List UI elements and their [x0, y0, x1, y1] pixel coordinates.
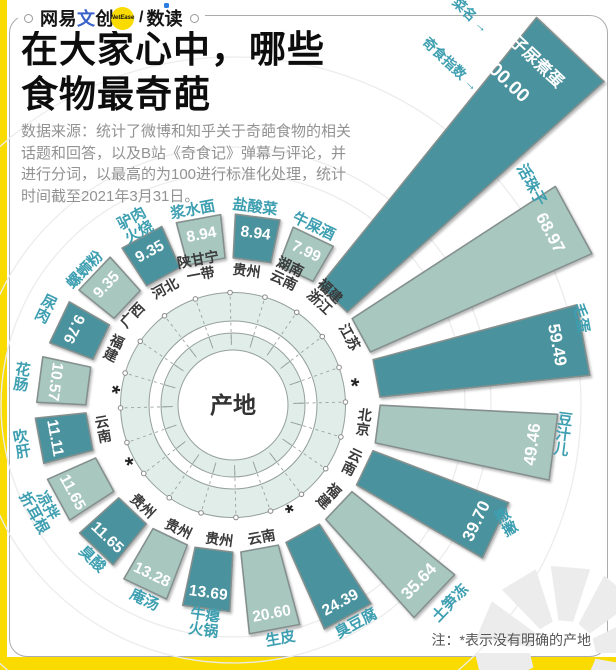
connector-dot-icon	[190, 13, 200, 23]
connector-dot-icon	[24, 13, 33, 23]
netease-badge-icon: NetEase	[111, 6, 134, 30]
brand-sub-name: 数读	[146, 3, 182, 31]
brand-accent-char: 文	[77, 9, 96, 29]
title-line-1: 在大家心中，哪些	[21, 29, 325, 70]
title-line-2: 食物最奇葩	[21, 74, 211, 115]
footnote: 注：*表示没有明确的产地	[431, 632, 591, 648]
yellow-left-strip	[0, 0, 7, 670]
data-source-description: 数据来源：统计了微博和知乎关于奇葩食物的相关 话题和回答，以及B站《奇食记》弹幕…	[21, 123, 352, 205]
blue-dot-icon	[164, 3, 170, 8]
page-title: 在大家心中，哪些 食物最奇葩	[21, 27, 325, 117]
yellow-bottom-strip	[0, 657, 616, 670]
brand-logo-row: 网易文创 NetEase / 数读	[18, 3, 206, 31]
brand-separator: /	[139, 9, 144, 26]
brand-name: 网易文创	[40, 9, 114, 29]
